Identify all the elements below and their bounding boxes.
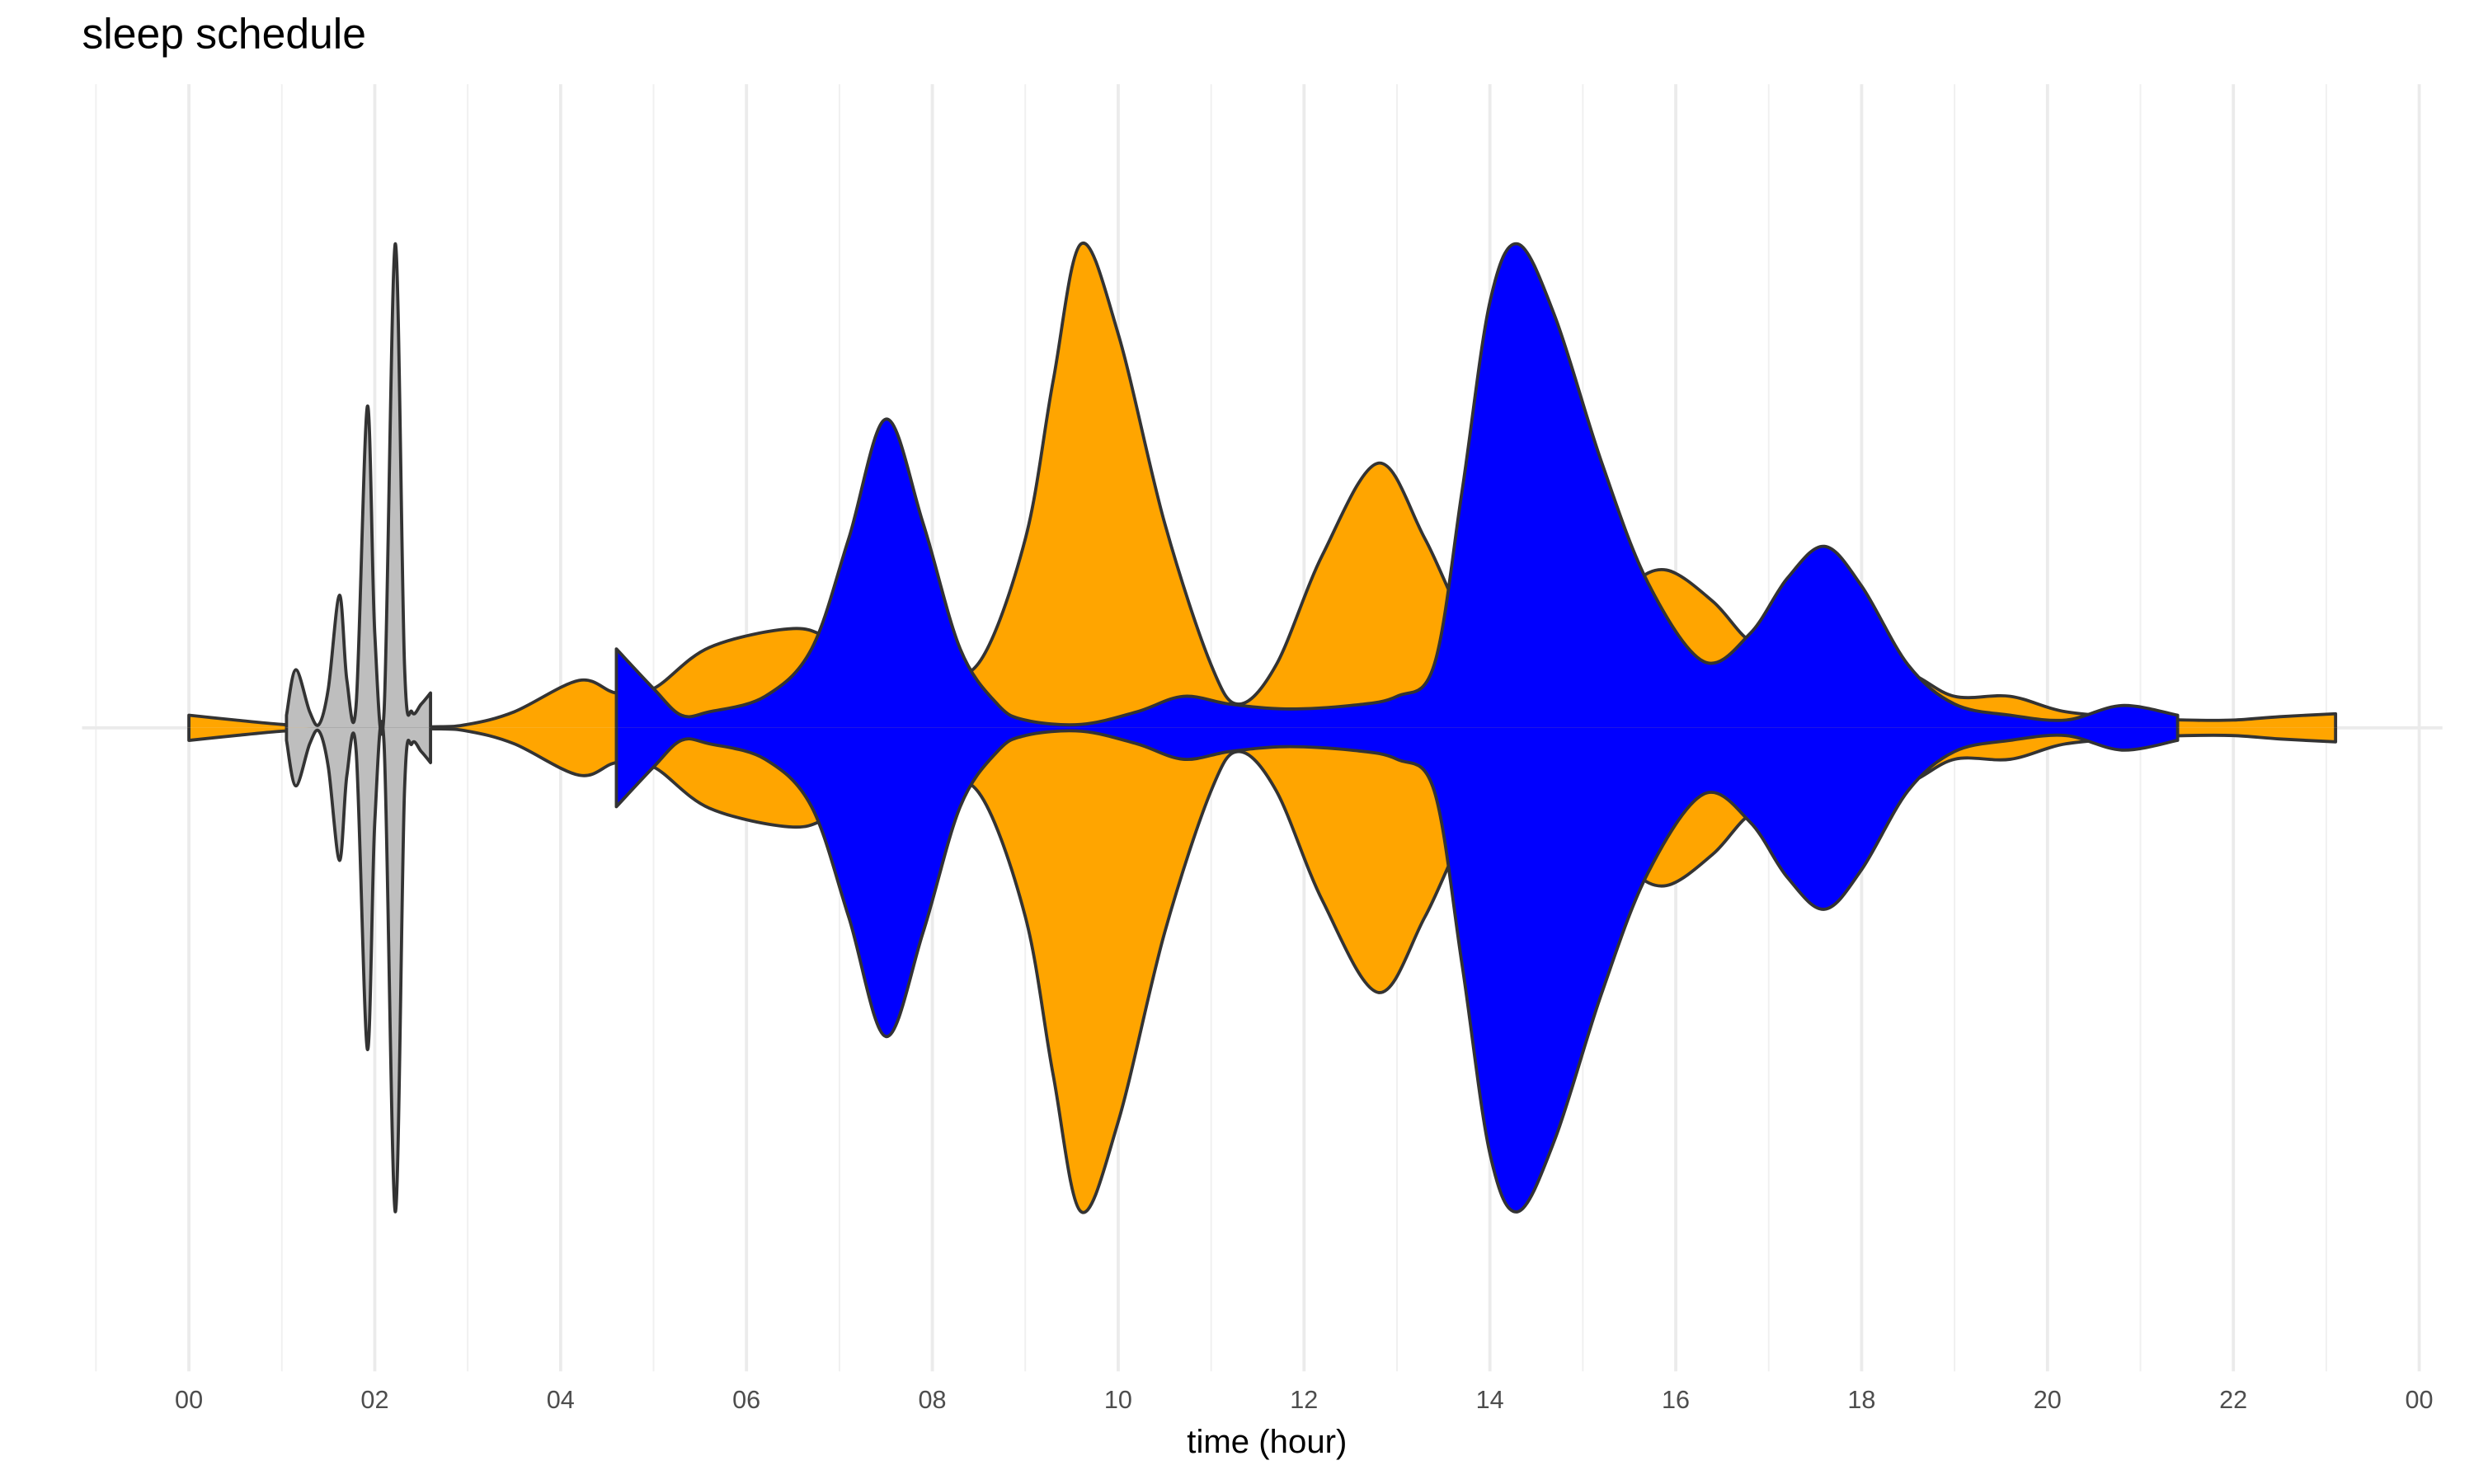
x-tick-label: 06 <box>732 1386 760 1414</box>
x-tick-label: 12 <box>1290 1386 1318 1414</box>
x-tick-label: 08 <box>919 1386 947 1414</box>
chart-title: sleep schedule <box>82 9 366 57</box>
x-tick-label: 04 <box>547 1386 575 1414</box>
violin-lower <box>285 720 432 1214</box>
violin-upper <box>187 242 2338 729</box>
violin-upper <box>285 242 432 736</box>
x-tick-label: 20 <box>2034 1386 2062 1414</box>
x-tick-label: 14 <box>1476 1386 1504 1414</box>
x-tick-label: 18 <box>1847 1386 1875 1414</box>
x-tick-label: 00 <box>175 1386 203 1414</box>
x-tick-label: 22 <box>2219 1386 2247 1414</box>
violin-lower <box>614 727 2180 1214</box>
violin-lower <box>187 726 2338 1214</box>
x-axis-title: time (hour) <box>1187 1423 1347 1460</box>
x-tick-label: 00 <box>2406 1386 2434 1414</box>
violin-upper <box>614 242 2180 728</box>
x-tick-label: 02 <box>360 1386 388 1414</box>
x-tick-label: 16 <box>1662 1386 1690 1414</box>
x-tick-label: 10 <box>1104 1386 1132 1414</box>
